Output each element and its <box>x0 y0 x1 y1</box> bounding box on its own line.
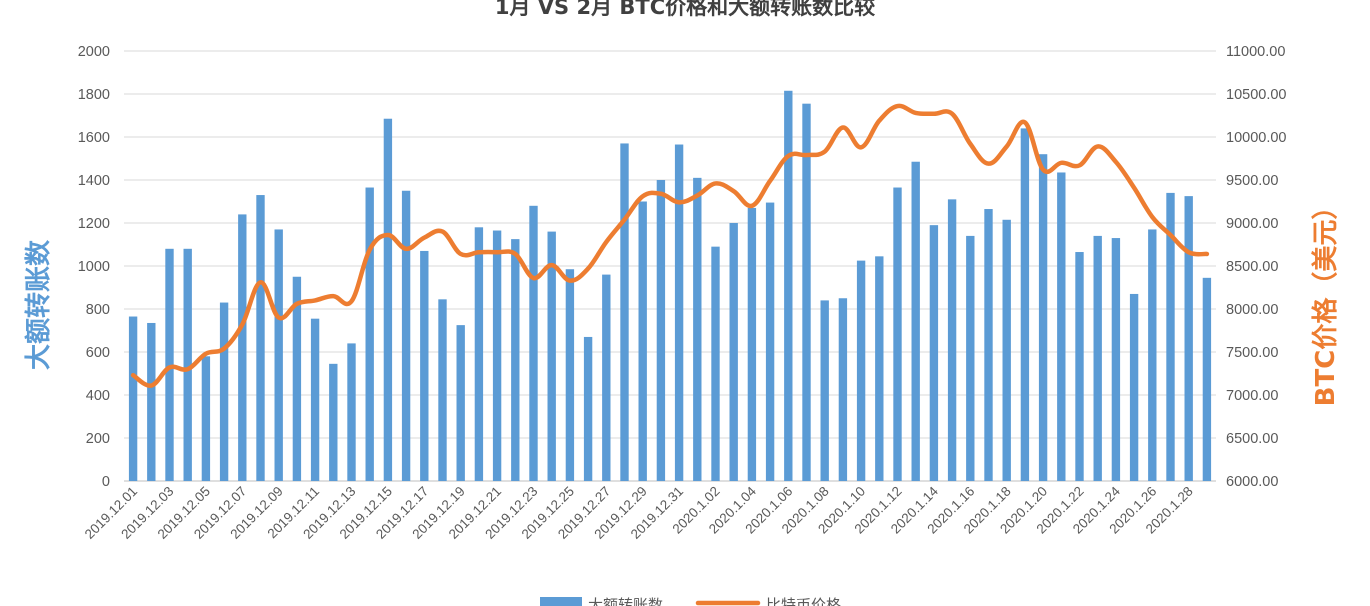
left-tick-label: 1000 <box>78 259 110 275</box>
bar <box>292 276 302 481</box>
bar <box>929 225 939 481</box>
right-tick-label: 9500.00 <box>1226 173 1278 189</box>
bar <box>729 223 738 481</box>
bar <box>1202 277 1212 481</box>
right-tick-label: 10500.00 <box>1226 87 1286 103</box>
left-tick-label: 2000 <box>78 44 110 60</box>
right-axis-ticks: 6000.00 6500.00 7000.00 7500.00 8000.00 8500.… <box>1226 44 1286 490</box>
bar <box>1184 196 1193 481</box>
bar <box>456 325 465 481</box>
bar <box>547 231 556 481</box>
right-tick-label: 7000.00 <box>1226 388 1278 404</box>
bar <box>984 209 993 481</box>
bar <box>420 250 429 481</box>
bar <box>911 161 920 481</box>
right-tick-label: 6500.00 <box>1226 431 1278 447</box>
bar <box>620 143 629 481</box>
bar <box>765 202 775 481</box>
bar <box>693 177 702 481</box>
left-tick-label: 600 <box>86 345 110 361</box>
bar <box>1111 238 1121 481</box>
bar <box>1038 154 1048 481</box>
bar <box>565 269 575 481</box>
right-tick-label: 9000.00 <box>1226 216 1278 232</box>
bar <box>947 199 957 481</box>
left-axis-ticks: 0 200 400 600 800 1000 1200 1400 1600 1800 2000 <box>78 44 110 490</box>
left-tick-label: 1600 <box>78 130 110 146</box>
bar <box>511 239 520 481</box>
bar <box>329 363 338 481</box>
right-axis-title: BTC价格（美元） <box>1310 194 1341 407</box>
left-tick-label: 0 <box>102 474 110 490</box>
bar <box>802 103 811 482</box>
left-tick-label: 1400 <box>78 173 110 189</box>
bar <box>165 248 174 481</box>
bar <box>638 201 647 481</box>
left-tick-label: 800 <box>86 302 110 318</box>
bar <box>256 195 265 482</box>
bar <box>820 300 829 481</box>
bar <box>274 229 283 481</box>
bar <box>238 214 247 481</box>
bar <box>875 256 884 481</box>
legend-label-line: 比特币价格 <box>766 596 841 606</box>
bar <box>128 316 138 481</box>
bar <box>401 190 411 481</box>
right-tick-label: 8000.00 <box>1226 302 1278 318</box>
right-tick-label: 7500.00 <box>1226 345 1278 361</box>
bar <box>1166 192 1175 481</box>
bar <box>492 230 502 481</box>
bar <box>583 336 593 481</box>
bar <box>784 90 793 482</box>
bar <box>747 207 757 481</box>
gridlines <box>124 50 1216 482</box>
left-axis-title: 大额转账数 <box>24 239 54 370</box>
bar <box>1020 128 1030 481</box>
left-tick-label: 200 <box>86 431 110 447</box>
bar <box>602 274 611 481</box>
bar <box>656 180 666 481</box>
bar <box>347 343 356 481</box>
legend: 大额转账数 比特币价格 <box>540 596 841 606</box>
bar <box>1148 229 1157 481</box>
legend-swatch-bar <box>540 597 582 606</box>
right-tick-label: 8500.00 <box>1226 259 1278 275</box>
bar <box>219 302 229 481</box>
bar <box>838 298 848 481</box>
bar <box>1129 293 1139 481</box>
bar <box>1075 252 1084 481</box>
left-tick-label: 1200 <box>78 216 110 232</box>
left-tick-label: 400 <box>86 388 110 404</box>
chart-title: 1月 VS 2月 BTC价格和大额转账数比较 <box>495 0 875 19</box>
bar <box>383 118 393 481</box>
legend-label-bar: 大额转账数 <box>588 596 663 606</box>
price-line <box>130 103 1210 388</box>
bar <box>310 318 320 481</box>
bar <box>674 144 684 481</box>
bar <box>1002 219 1011 481</box>
right-tick-label: 10000.00 <box>1226 130 1286 146</box>
bar <box>529 205 538 482</box>
bar <box>966 235 975 481</box>
bar <box>1093 235 1102 481</box>
bar <box>856 260 866 481</box>
right-tick-label: 6000.00 <box>1226 474 1278 490</box>
bar <box>201 356 211 481</box>
bar-series <box>128 90 1212 482</box>
bar <box>365 187 374 481</box>
bar <box>474 227 484 481</box>
bar <box>1057 172 1066 481</box>
right-tick-label: 11000.00 <box>1226 44 1285 60</box>
bar <box>893 187 902 481</box>
line-series <box>130 103 1210 388</box>
bar <box>183 248 192 481</box>
bar <box>711 246 720 481</box>
bar <box>438 299 447 481</box>
bar <box>147 322 156 481</box>
left-tick-label: 1800 <box>78 87 110 103</box>
